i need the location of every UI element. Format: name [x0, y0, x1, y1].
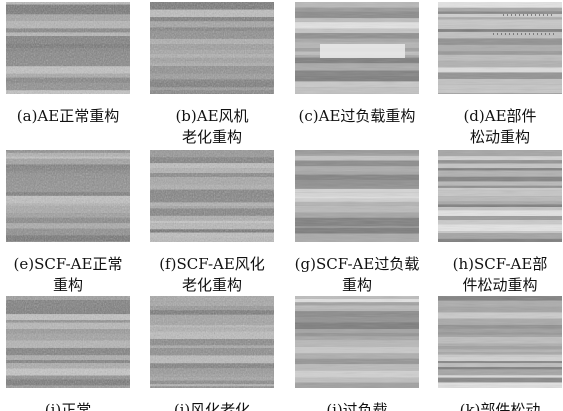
- noise: [6, 150, 130, 242]
- noise: [438, 150, 562, 242]
- noise: [295, 296, 419, 388]
- panel: (k)部件松动: [438, 296, 562, 411]
- panel-image: [295, 150, 419, 242]
- panel: (i)正常: [6, 296, 130, 411]
- caption: (c)AE过负载重构: [299, 107, 416, 125]
- noise: [295, 150, 419, 242]
- caption: (f)SCF-AE风化: [159, 255, 265, 273]
- panel: (a)AE正常重构: [6, 2, 130, 125]
- caption: 老化重构: [182, 128, 242, 146]
- noise: [6, 296, 130, 388]
- panel-image: [438, 2, 562, 94]
- caption: 老化重构: [182, 276, 242, 294]
- panel-image: [150, 296, 274, 388]
- panel: (g)SCF-AE过负载重构: [295, 150, 420, 294]
- panel: (e)SCF-AE正常重构: [6, 150, 130, 294]
- caption: 松动重构: [470, 128, 530, 146]
- caption: (h)SCF-AE部: [453, 255, 548, 273]
- caption: 件松动重构: [462, 276, 537, 294]
- noise: [6, 2, 130, 94]
- noise: [150, 296, 274, 388]
- caption: (e)SCF-AE正常: [14, 255, 123, 273]
- panel-image: [6, 2, 130, 94]
- panel-image: [295, 296, 419, 388]
- caption: (b)AE风机: [175, 107, 248, 125]
- caption: 重构: [53, 276, 83, 294]
- caption: (g)SCF-AE过负载: [295, 255, 420, 273]
- panel-image: [150, 150, 274, 242]
- highlight: [320, 44, 405, 58]
- noise: [150, 150, 274, 242]
- caption: (i)正常: [45, 401, 92, 411]
- panel-image: [295, 2, 419, 94]
- panel-image: [438, 150, 562, 242]
- panel-image: [150, 2, 274, 94]
- noise: [438, 2, 562, 94]
- caption: (j)风化老化: [174, 401, 250, 411]
- caption: (a)AE正常重构: [17, 107, 119, 125]
- caption: (j)过负载: [326, 401, 387, 411]
- panel-image: [6, 296, 130, 388]
- noise: [438, 296, 562, 388]
- panel-image: [6, 150, 130, 242]
- caption: (d)AE部件: [463, 107, 536, 125]
- caption: (k)部件松动: [460, 401, 541, 411]
- noise: [150, 2, 274, 94]
- caption: 重构: [342, 276, 372, 294]
- panel: (c)AE过负载重构: [295, 2, 419, 125]
- panel-image: [438, 296, 562, 388]
- panel: (j)过负载: [295, 296, 419, 411]
- panel: (j)风化老化: [150, 296, 274, 411]
- figure: (a)AE正常重构 (b)AE风机老化重构 (c)AE过负载重构 (d)AE部件松动重…: [0, 0, 563, 411]
